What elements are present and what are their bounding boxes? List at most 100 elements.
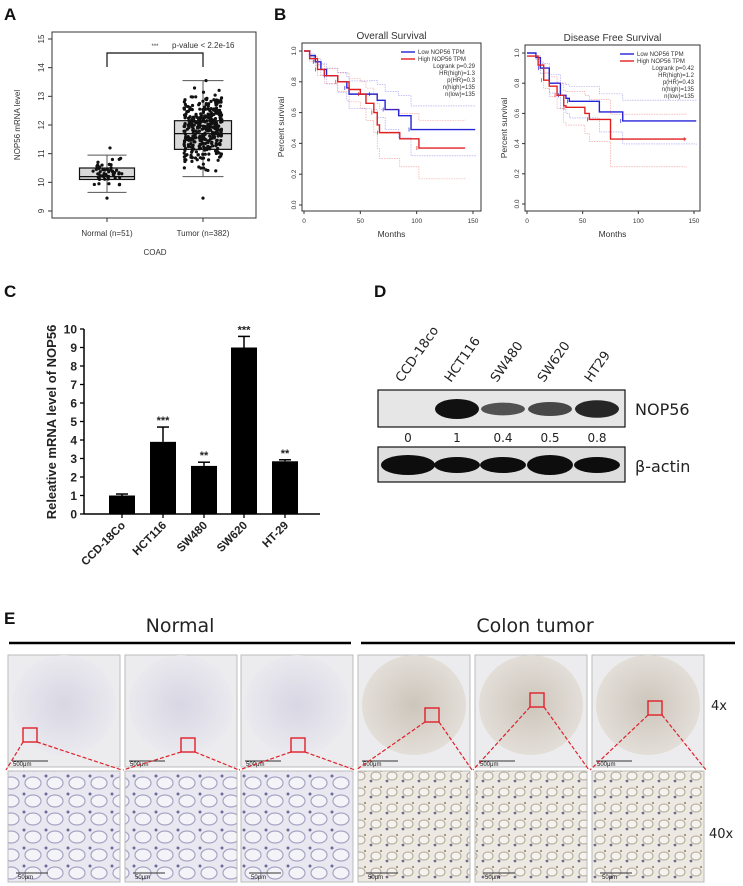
zoom-region-box: [647, 700, 663, 716]
y-tick-label: 11: [37, 149, 46, 158]
zoom-connector: [589, 714, 649, 771]
band-beta-actin: [381, 455, 435, 475]
panel-b-disease-free-survival: Disease Free Survival 0.0 0.2 0.4 0.6 0.8 1.0 0…: [499, 33, 701, 239]
data-point: [207, 152, 211, 156]
data-point: [195, 158, 199, 162]
data-point: [218, 115, 222, 120]
quantification-value: 0.4: [493, 431, 512, 445]
data-point: [188, 115, 192, 119]
x-tick-label: 0: [302, 218, 306, 225]
zoom-connector: [438, 721, 473, 771]
y-tick-label: 10: [64, 323, 78, 337]
data-point: [194, 150, 199, 154]
survival-curve-high: [304, 50, 466, 149]
x-tick-label: Normal (n=51): [81, 229, 133, 238]
zoom-region-box: [22, 727, 38, 743]
y-axis-label: Releative mRNA level of NOP56: [44, 325, 59, 520]
data-point: [209, 111, 213, 115]
stat-label: n(low)=135: [664, 94, 695, 100]
zoom-region-box: [424, 707, 440, 723]
data-point: [201, 133, 205, 137]
y-tick-label: 0.4: [514, 139, 521, 148]
data-point: [213, 109, 217, 113]
data-point: [184, 135, 188, 139]
bar-ccd-18co: [109, 495, 135, 514]
data-point: [109, 168, 113, 172]
data-point: [107, 182, 111, 186]
tissue-core: [479, 655, 583, 755]
data-point: [216, 158, 220, 162]
panel-label-e: E: [4, 609, 15, 628]
data-point: [182, 166, 186, 170]
significance-label: ***: [157, 415, 171, 427]
data-point: [219, 138, 223, 143]
y-tick-label: 7: [70, 378, 77, 392]
data-point: [183, 122, 187, 126]
x-tick-label: SW480: [175, 520, 210, 555]
confidence-band: [527, 52, 697, 101]
data-point: [190, 103, 195, 108]
magnification-4x: 4x: [711, 699, 727, 714]
scale-label-500um: 500μm: [480, 762, 498, 768]
y-tick-label: 0.2: [291, 169, 298, 178]
data-point: [190, 149, 194, 153]
x-tick-label: Tumor (n=382): [177, 229, 230, 238]
quantification-value: 0.5: [540, 431, 559, 445]
zoom-connector: [5, 741, 24, 771]
legend-label: Low NOP56 TPM: [418, 50, 465, 56]
stat-label: n(high)=135: [443, 85, 476, 91]
y-tick-label: 1.0: [291, 46, 298, 55]
data-point: [203, 120, 207, 124]
zoom-connector: [543, 706, 590, 771]
data-point: [105, 167, 109, 171]
x-tick-label: HCT116: [131, 520, 169, 558]
y-tick-label: 8: [70, 360, 77, 374]
data-point: [186, 105, 190, 109]
y-tick-label: 9: [37, 208, 46, 213]
data-point: [201, 196, 205, 200]
x-tick-label: 150: [689, 218, 700, 225]
data-point: [216, 99, 220, 103]
y-tick-label: 6: [70, 397, 77, 411]
data-point: [196, 153, 200, 157]
data-point: [192, 86, 197, 90]
y-axis-label: Percent survival: [499, 98, 509, 159]
p-value-label: p-value < 2.2e-16: [172, 41, 235, 50]
data-point: [206, 104, 210, 108]
zoom-connector: [355, 721, 426, 771]
data-point: [197, 129, 201, 133]
x-axis-label: Months: [599, 229, 627, 239]
data-point: [96, 160, 100, 164]
y-tick-label: 10: [37, 177, 46, 186]
lane-label: HCT116: [442, 334, 484, 385]
stat-label: Logrank p=0.42: [652, 66, 695, 72]
significance-label: **: [281, 448, 290, 460]
significance-bracket: [106, 52, 204, 67]
data-point: [202, 145, 206, 149]
data-point: [209, 137, 213, 141]
ihc-image-40x: [7, 770, 121, 883]
data-point: [198, 156, 202, 160]
data-point: [219, 154, 223, 158]
stat-label: HR(high)=1.2: [658, 73, 695, 79]
survival-curve-low: [304, 50, 476, 131]
stat-label: p(HR)=0.3: [447, 78, 476, 84]
data-point: [190, 159, 194, 163]
stat-label: p(HR)=0.43: [663, 80, 695, 86]
data-point: [207, 126, 211, 130]
zoom-region-box: [290, 737, 306, 753]
y-tick-label: 9: [70, 341, 77, 355]
x-tick-label: SW620: [215, 520, 250, 555]
data-point: [193, 140, 197, 144]
data-point: [189, 119, 193, 124]
data-point: [199, 112, 203, 116]
data-point: [211, 125, 215, 129]
stat-label: n(high)=135: [662, 87, 695, 93]
data-point: [189, 141, 193, 146]
data-point: [202, 166, 206, 170]
stat-label: n(low)=135: [445, 92, 476, 98]
scale-label-50um: 50μm: [135, 875, 150, 881]
tissue-core: [245, 655, 349, 755]
ihc-image-40x: [591, 770, 705, 883]
